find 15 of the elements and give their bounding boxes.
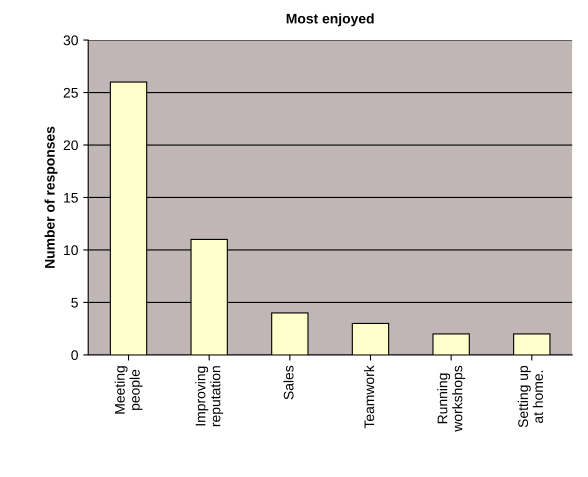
y-tick-label: 0 <box>71 350 78 360</box>
x-tick-label: Setting up at home. <box>518 366 544 428</box>
y-tick-label: 15 <box>64 192 78 203</box>
y-tick-label: 5 <box>71 298 78 308</box>
y-tick-label: 20 <box>64 140 78 150</box>
x-tick-label: Improving reputation <box>195 366 224 426</box>
x-tick-label: Teamwork <box>364 365 374 428</box>
y-tick-label: 10 <box>64 245 78 256</box>
x-tick-label: Meeting people <box>114 366 142 414</box>
x-tick-label: Sales <box>283 366 294 400</box>
y-axis-title: Number of responses <box>44 126 58 268</box>
chart-title: Most enjoyed <box>286 13 374 26</box>
y-tick-label: 30 <box>64 35 78 46</box>
y-tick-label: 25 <box>64 88 78 98</box>
x-tick-label: Running workshops <box>437 366 466 432</box>
